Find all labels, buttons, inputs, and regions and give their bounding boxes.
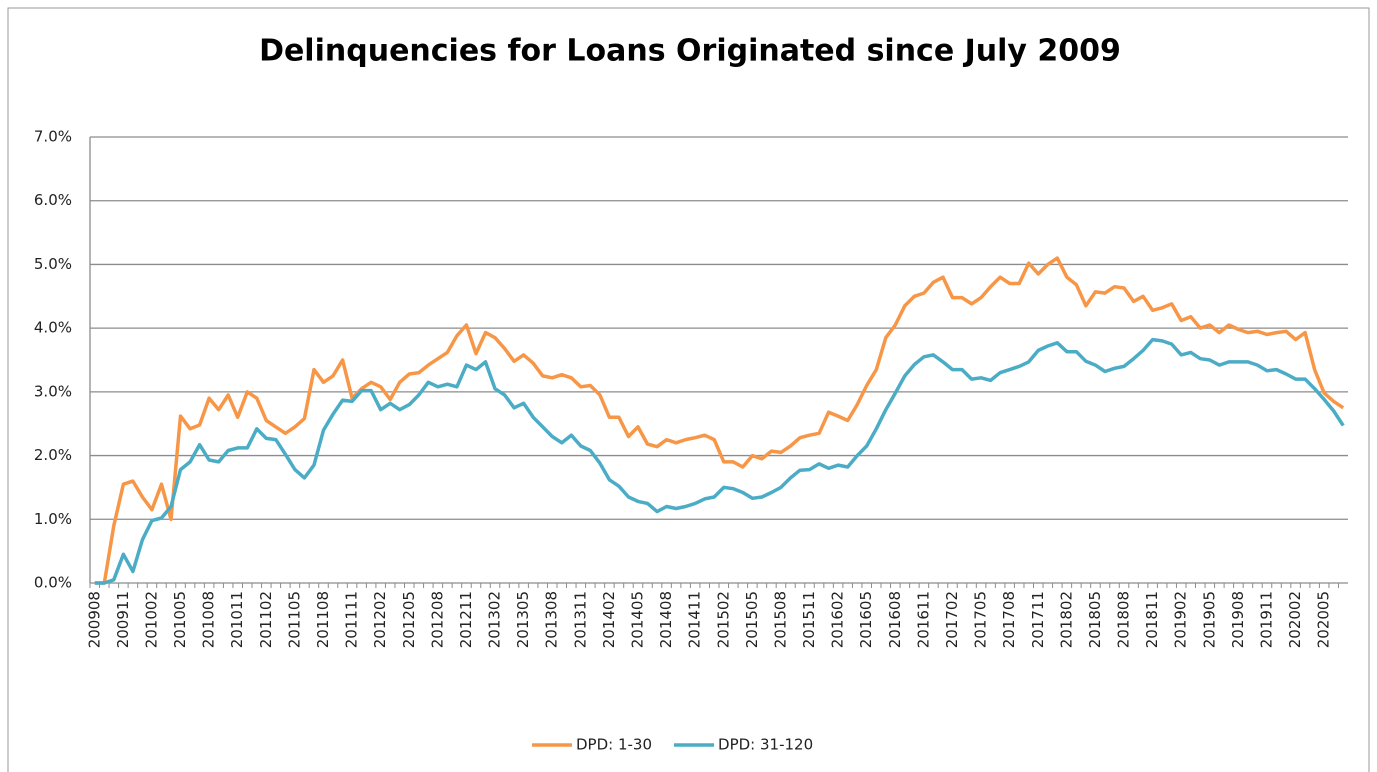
x-tick-label: 201902 (1172, 591, 1190, 648)
y-tick-label: 3.0% (34, 382, 72, 400)
chart-border (7, 7, 1370, 772)
x-tick-label: 200908 (85, 591, 103, 648)
x-tick-label: 201111 (343, 591, 361, 648)
x-tick-label: 201208 (428, 591, 446, 648)
legend-label: DPD: 31-120 (718, 736, 813, 754)
series-line (94, 256, 1345, 585)
x-tick-label: 201205 (400, 591, 418, 648)
chart-title: Delinquencies for Loans Originated since… (259, 34, 1121, 69)
x-tick-label: 201508 (771, 591, 789, 648)
x-tick-label: 201211 (457, 591, 475, 648)
x-tick-label: 201505 (743, 591, 761, 648)
y-tick-label: 7.0% (34, 128, 72, 146)
x-tick-label: 201302 (486, 591, 504, 648)
x-tick-label: 201105 (285, 591, 303, 648)
x-tick-label: 201108 (314, 591, 332, 648)
x-tick-label: 201411 (686, 591, 704, 648)
x-tick-label: 201408 (657, 591, 675, 648)
x-tick-label: 201605 (857, 591, 875, 648)
x-tick-label: 201608 (886, 591, 904, 648)
x-tick-label: 201908 (1229, 591, 1247, 648)
x-tick-label: 201805 (1086, 591, 1104, 648)
x-tick-label: 201911 (1257, 591, 1275, 648)
x-tick-label: 201905 (1200, 591, 1218, 648)
x-tick-label: 201202 (371, 591, 389, 648)
x-tick-label: 201511 (800, 591, 818, 648)
x-tick-label: 202005 (1315, 591, 1333, 648)
x-tick-label: 201611 (914, 591, 932, 648)
y-tick-label: 2.0% (34, 446, 72, 464)
x-tick-label: 201308 (543, 591, 561, 648)
x-tick-label: 201311 (571, 591, 589, 648)
x-tick-label: 201811 (1143, 591, 1161, 648)
x-tick-label: 201305 (514, 591, 532, 648)
x-tick-label: 201705 (972, 591, 990, 648)
x-tick-label: 200911 (114, 591, 132, 648)
x-tick-label: 201711 (1029, 591, 1047, 648)
x-tick-label: 201808 (1115, 591, 1133, 648)
series-line (94, 337, 1345, 585)
x-tick-label: 201011 (228, 591, 246, 648)
y-tick-label: 4.0% (34, 319, 72, 337)
x-tick-label: 201102 (257, 591, 275, 648)
x-tick-label: 201402 (600, 591, 618, 648)
x-tick-label: 201005 (171, 591, 189, 648)
x-tick-label: 201702 (943, 591, 961, 648)
x-tick-label: 202002 (1286, 591, 1304, 648)
x-tick-label: 201405 (628, 591, 646, 648)
y-tick-label: 1.0% (34, 510, 72, 528)
y-tick-label: 6.0% (34, 191, 72, 209)
x-tick-label: 201602 (829, 591, 847, 648)
x-tick-label: 201008 (200, 591, 218, 648)
y-tick-label: 5.0% (34, 255, 72, 273)
y-tick-label: 0.0% (34, 574, 72, 592)
x-tick-label: 201708 (1000, 591, 1018, 648)
x-tick-label: 201802 (1057, 591, 1075, 648)
x-tick-label: 201002 (142, 591, 160, 648)
x-tick-label: 201502 (714, 591, 732, 648)
legend-label: DPD: 1-30 (576, 736, 652, 754)
